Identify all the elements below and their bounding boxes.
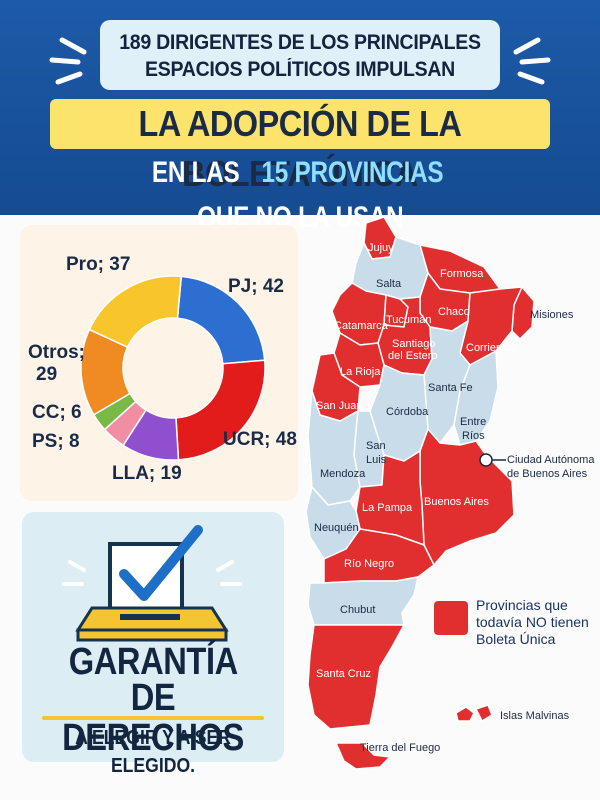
checkmark-icon xyxy=(119,525,203,601)
sparkle-icon xyxy=(62,560,242,586)
label-santa-fe: Santa Fe xyxy=(428,382,473,394)
label-buenos-aires: Buenos Aires xyxy=(424,496,489,508)
label-chaco: Chaco xyxy=(438,306,470,318)
label-tierra-del-fuego: Tierra del Fuego xyxy=(360,742,440,754)
label-la-rioja: La Rioja xyxy=(340,366,381,378)
intro-line-2: ESPACIOS POLÍTICOS IMPULSAN xyxy=(144,58,456,81)
subheadline: EN LAS 15 PROVINCIAS QUE NO LA USAN xyxy=(0,150,600,234)
caba-marker-icon xyxy=(479,453,493,467)
label-corrientes: Corrientes xyxy=(466,342,517,354)
ray-right-1 xyxy=(513,37,541,55)
label-entre-rios-2: Ríos xyxy=(462,430,485,442)
guarantee-subtitle: A ELEGIR Y A SER ELEGIDO. xyxy=(75,727,231,777)
label-neuquen: Neuquén xyxy=(314,522,359,534)
guarantee-title-1: GARANTÍA xyxy=(68,641,238,683)
label-lla: LLA; 19 xyxy=(112,463,182,484)
label-ps: PS; 8 xyxy=(32,431,80,452)
divider xyxy=(42,716,264,720)
label-pj: PJ; 42 xyxy=(228,276,284,297)
label-cc: CC; 6 xyxy=(32,402,82,423)
label-chubut: Chubut xyxy=(340,604,375,616)
label-mendoza: Mendoza xyxy=(320,468,366,480)
label-san-luis-2: Luis xyxy=(366,454,387,466)
label-pro: Pro; 37 xyxy=(66,254,130,275)
label-malvinas: Islas Malvinas xyxy=(500,710,570,722)
label-formosa: Formosa xyxy=(440,268,484,280)
label-tucuman: Tucumán xyxy=(386,314,431,326)
label-rio-negro: Río Negro xyxy=(344,558,394,570)
header-banner: 189 DIRIGENTES DE LOS PRINCIPALES ESPACI… xyxy=(0,0,600,234)
label-entre-rios-1: Entre xyxy=(460,416,486,428)
map-svg: Jujuy Salta Formosa Misiones Catamarca T… xyxy=(305,216,595,770)
intro-box: 189 DIRIGENTES DE LOS PRINCIPALES ESPACI… xyxy=(100,20,500,90)
label-santa-cruz: Santa Cruz xyxy=(316,668,371,680)
guarantee-panel: GARANTÍA DE DERECHOS A ELEGIR Y A SER EL… xyxy=(22,512,284,777)
ray-right-3 xyxy=(517,71,545,85)
donut-chart: PJ; 42 UCR; 48 LLA; 19 PS; 8 CC; 6 Otros… xyxy=(28,254,297,484)
map-legend: Provincias que todavía NO tienen Boleta … xyxy=(432,597,592,667)
chart-panel: PJ; 42 UCR; 48 LLA; 19 PS; 8 CC; 6 Otros… xyxy=(20,225,298,501)
province-mendoza xyxy=(307,390,361,506)
intro-line-1: 189 DIRIGENTES DE LOS PRINCIPALES xyxy=(119,31,481,54)
label-caba-1: Ciudad Autónoma xyxy=(507,454,595,466)
ray-right-2 xyxy=(519,57,551,65)
label-otros: Otros; xyxy=(28,342,85,363)
label-catamarca: Catamarca xyxy=(334,320,389,332)
ballot-box-icon xyxy=(62,525,242,642)
label-caba-2: de Buenos Aires xyxy=(507,468,588,480)
sub-pre: EN LAS xyxy=(151,156,240,189)
slice-pro xyxy=(88,275,183,349)
province-chubut xyxy=(307,576,419,626)
slice-pj xyxy=(176,275,266,365)
slice-ucr xyxy=(175,359,266,461)
ray-left-1 xyxy=(59,37,87,55)
headline: LA ADOPCIÓN DE LA BOLETA ÚNICA xyxy=(138,103,462,194)
guarantee-title-2: DE DERECHOS xyxy=(62,677,244,759)
decorative-rays xyxy=(49,37,551,85)
legend-swatch xyxy=(434,601,468,635)
ballot-paper-icon xyxy=(108,542,184,620)
legend-text: Provincias que todavía NO tienen Boleta … xyxy=(476,597,589,647)
argentina-map: Jujuy Salta Formosa Misiones Catamarca T… xyxy=(300,215,600,800)
ray-left-3 xyxy=(55,71,83,85)
label-misiones: Misiones xyxy=(530,309,574,321)
label-santiago-1: Santiago xyxy=(392,338,435,350)
province-santa-cruz xyxy=(307,624,405,730)
label-salta: Salta xyxy=(376,278,402,290)
ray-left-2 xyxy=(49,57,81,65)
province-tierra-del-fuego xyxy=(335,742,391,770)
headline-band: LA ADOPCIÓN DE LA BOLETA ÚNICA xyxy=(50,99,550,194)
label-la-pampa: La Pampa xyxy=(362,502,413,514)
label-cordoba: Córdoba xyxy=(386,406,429,418)
label-san-luis-1: San xyxy=(366,440,386,452)
label-san-juan: San Juan xyxy=(316,400,362,412)
label-jujuy: Jujuy xyxy=(368,242,394,254)
label-santiago-2: del Estero xyxy=(388,350,438,362)
islas-malvinas-icon xyxy=(455,704,493,722)
label-ucr: UCR; 48 xyxy=(223,429,297,450)
sub-highlight: 15 PROVINCIAS xyxy=(261,156,444,189)
label-otros-value: 29 xyxy=(36,364,57,385)
